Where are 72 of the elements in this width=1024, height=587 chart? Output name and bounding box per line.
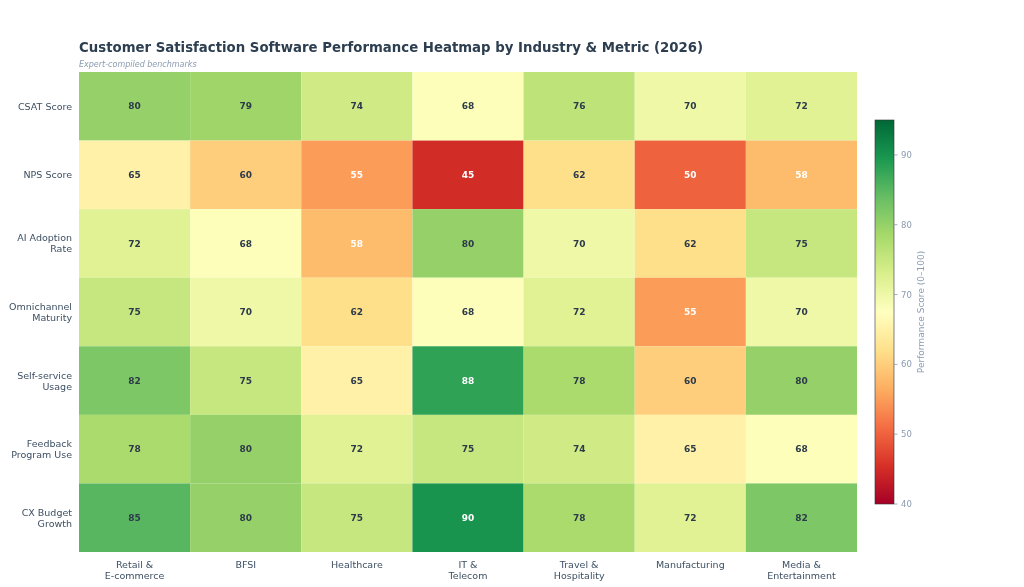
data-label: 78	[572, 512, 586, 523]
data-label: 65	[350, 375, 364, 386]
data-label: 62	[684, 238, 697, 249]
data-label: 76	[572, 101, 586, 112]
data-label: 70	[572, 238, 586, 249]
y-tick-label: NPS Score	[23, 169, 73, 181]
color-bar-label: 40	[901, 499, 912, 509]
data-label: 88	[461, 375, 475, 386]
data-label: 74	[350, 101, 364, 112]
color-bar-label: 60	[901, 359, 912, 370]
data-label: 58	[350, 238, 364, 249]
data-label: 78	[128, 444, 141, 455]
data-label: 70	[239, 307, 252, 318]
data-label: 55	[684, 307, 697, 318]
data-label: 65	[128, 170, 141, 181]
y-tick-label: Self-service Usage	[17, 369, 73, 392]
data-label: 80	[461, 238, 475, 249]
data-label: 75	[128, 307, 141, 318]
x-tick-label: BFSI	[235, 559, 257, 570]
y-tick-label: CX Budget Growth	[21, 506, 73, 529]
color-bar-label: 90	[901, 149, 912, 160]
data-label: 82	[128, 375, 141, 386]
y-tick-label: Omnichannel Maturity	[9, 301, 73, 323]
data-label: 65	[684, 444, 697, 455]
x-tick-label: Retail & E-commerce	[104, 559, 165, 581]
data-label: 80	[239, 512, 252, 523]
chart-subtitle: Expert-compiled benchmarks	[79, 59, 197, 70]
x-tick-label: IT & Telecom	[447, 559, 488, 581]
data-label: 72	[572, 307, 586, 318]
data-label: 60	[684, 375, 697, 386]
data-label: 85	[128, 512, 141, 523]
data-label: 60	[239, 170, 252, 181]
color-bar-title: Performance Score (0–100)	[916, 250, 926, 374]
data-label: 68	[239, 238, 252, 249]
data-label: 75	[350, 512, 364, 523]
data-label: 80	[795, 375, 808, 386]
x-tick-label: Healthcare	[330, 559, 383, 570]
data-label: 75	[795, 238, 808, 249]
data-label: 68	[461, 307, 475, 318]
data-label: 79	[239, 101, 252, 112]
data-label: 68	[461, 101, 475, 112]
y-tick-label: Feedback Program Use	[11, 438, 73, 461]
color-bar-label: 70	[901, 289, 912, 300]
data-label: 80	[128, 101, 141, 112]
x-tick-label: Media & Entertainment	[767, 559, 836, 581]
data-label: 68	[795, 444, 808, 455]
x-tick-label: Manufacturing	[655, 559, 725, 570]
data-label: 70	[684, 101, 697, 112]
data-label: 58	[795, 170, 808, 181]
data-label: 80	[239, 444, 252, 455]
data-label: 82	[795, 512, 808, 523]
color-bar-label: 50	[901, 429, 912, 440]
data-label: 45	[461, 170, 475, 181]
data-label: 72	[128, 238, 141, 249]
y-tick-label: CSAT Score	[17, 100, 73, 112]
data-label: 90	[461, 512, 475, 523]
data-label: 74	[572, 444, 586, 455]
data-label: 75	[239, 375, 252, 386]
y-tick-label: AI Adoption Rate	[17, 232, 73, 255]
data-label: 72	[350, 444, 364, 455]
chart-title: Customer Satisfaction Software Performance Heatmap by Industry & Metric (2026)	[79, 39, 704, 56]
data-label: 62	[572, 170, 586, 181]
data-label: 78	[572, 375, 586, 386]
data-label: 50	[684, 170, 697, 181]
data-label: 72	[795, 101, 808, 112]
color-bar-label: 80	[901, 219, 912, 230]
data-label: 62	[350, 307, 364, 318]
data-label: 75	[461, 444, 475, 455]
x-tick-label: Travel & Hospitality	[553, 559, 605, 581]
data-label: 55	[350, 170, 364, 181]
data-label: 70	[795, 307, 808, 318]
data-label: 72	[684, 512, 697, 523]
